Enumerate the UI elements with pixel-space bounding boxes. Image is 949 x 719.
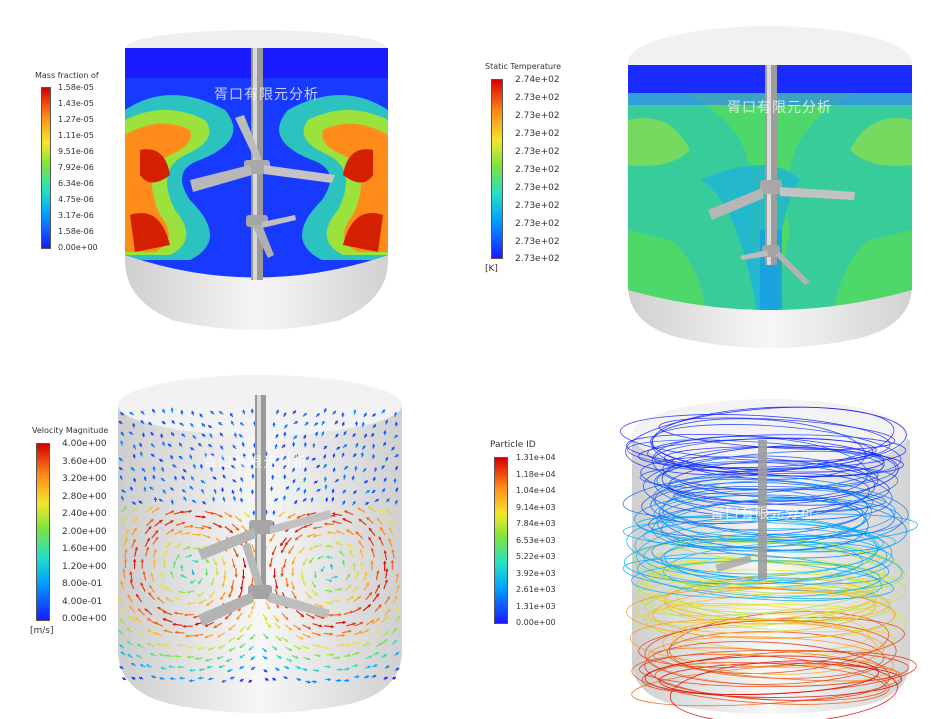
panel-mass-fraction: 胥口有限元分析 Mass fraction of 1.58e-05 1.43e-… [0,0,470,360]
legend-tick: 8.00e-01 [62,579,103,589]
watermark: 胥口有限元分析 [203,455,308,471]
tank-particle-pathlines-render [620,399,918,719]
panel-velocity-magnitude: 胥口有限元分析 Velocity Magnitude 4.00e+00 3.60… [0,360,470,719]
legend-tick: 0.00e+00 [62,614,107,624]
legend-tick: 3.60e+00 [62,456,107,467]
tank-mass-fraction-render [125,30,388,330]
legend-tick: 1.11e-05 [58,131,94,140]
legend-colorbar [491,79,503,259]
legend-tick: 2.73e+02 [515,129,560,139]
watermark: 胥口有限元分析 [727,100,832,116]
legend-tick: 7.92e-06 [58,163,94,172]
legend-colorbar [36,443,50,621]
legend-tick: 1.31e+04 [516,453,556,462]
legend-tick: 0.00e+00 [516,618,556,627]
legend-tick: 6.53e+03 [516,535,556,545]
legend-static-temperature: Static Temperature 2.74e+02 2.73e+02 2.7… [483,62,593,277]
legend-tick: 2.74e+02 [515,75,560,85]
legend-tick: 2.00e+00 [62,526,107,537]
legend-tick: 7.84e+03 [516,519,556,528]
legend-tick: 1.58e-05 [58,83,94,92]
legend-tick: 4.00e-01 [62,596,103,607]
legend-tick: 1.31e+03 [516,601,556,611]
legend-tick: 4.00e+00 [62,439,107,449]
legend-tick: 2.73e+02 [515,237,560,247]
legend-tick: 4.75e-06 [58,195,94,204]
legend-colorbar [494,457,508,624]
legend-tick: 2.73e+02 [515,219,560,229]
legend-title: Velocity Magnitude [32,426,109,435]
legend-tick: 9.51e-06 [58,147,94,156]
legend-colorbar [41,87,51,249]
legend-tick: 1.20e+00 [62,561,107,572]
legend-tick: 1.27e-05 [58,115,94,124]
legend-tick: 1.60e+00 [62,544,107,554]
legend-tick: 2.73e+02 [515,93,560,103]
legend-tick: 2.80e+00 [62,491,107,502]
legend-tick: 9.14e+03 [516,502,556,512]
legend-tick: 2.73e+02 [515,183,560,193]
legend-tick: 2.73e+02 [515,201,560,211]
watermark: 胥口有限元分析 [214,87,319,103]
legend-tick: 5.22e+03 [516,552,556,561]
watermark: 胥口有限元分析 [710,506,815,522]
legend-tick: 6.34e-06 [58,179,94,188]
legend-unit: [K] [485,264,498,274]
panel-particle-id: 胥口有限元分析 Particle ID 1.31e+04 1.18e+04 1.… [470,360,949,719]
tank-velocity-vectors-render [118,375,402,713]
tank-temperature-render [628,26,912,348]
legend-title: Particle ID [490,440,536,450]
legend-tick: 2.73e+02 [515,165,560,175]
legend-tick: 3.92e+03 [516,568,556,578]
legend-tick: 1.04e+04 [516,486,556,495]
panel-static-temperature: 胥口有限元分析 Static Temperature 2.74e+02 2.73… [470,0,949,360]
legend-velocity-magnitude: Velocity Magnitude 4.00e+00 3.60e+00 3.2… [30,426,125,641]
legend-tick: 2.73e+02 [515,147,560,157]
legend-title: Static Temperature [485,62,562,71]
legend-tick: 1.58e-06 [58,227,94,236]
legend-title: Mass fraction of [35,71,99,80]
legend-tick: 3.20e+00 [62,474,107,484]
legend-tick: 1.43e-05 [58,99,94,108]
legend-tick: 2.73e+02 [515,254,560,264]
legend-tick: 0.00e+00 [58,243,98,252]
legend-tick: 3.17e-06 [58,211,94,220]
legend-unit: [m/s] [30,626,54,636]
legend-particle-id: Particle ID 1.31e+04 1.18e+04 1.04e+04 9… [488,440,588,630]
legend-tick: 2.40e+00 [62,509,107,519]
legend-tick: 2.73e+02 [515,111,560,121]
legend-tick: 1.18e+04 [516,469,556,479]
legend-mass-fraction: Mass fraction of 1.58e-05 1.43e-05 1.27e… [30,70,120,252]
legend-tick: 2.61e+03 [516,585,556,594]
